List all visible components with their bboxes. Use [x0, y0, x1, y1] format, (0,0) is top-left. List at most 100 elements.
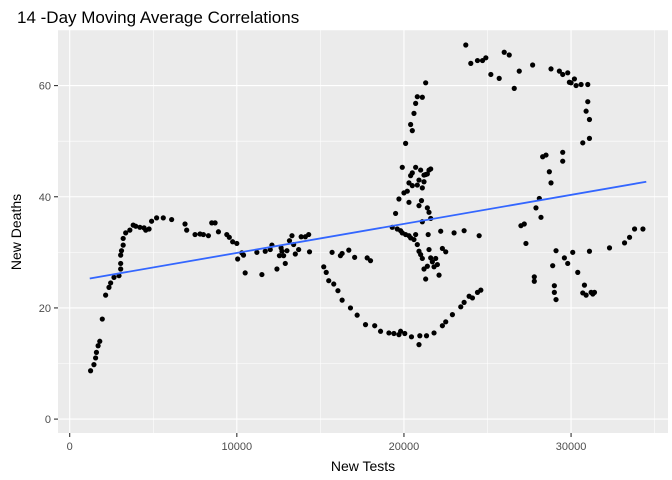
data-point — [571, 76, 578, 82]
data-point — [560, 149, 566, 155]
data-point — [416, 342, 422, 348]
data-point — [399, 164, 405, 170]
data-point — [451, 230, 457, 236]
data-point — [148, 218, 155, 224]
data-point — [409, 170, 415, 176]
data-point — [533, 205, 539, 211]
data-point — [184, 227, 190, 233]
data-point — [568, 80, 574, 86]
data-point — [530, 62, 536, 68]
data-point — [234, 240, 240, 247]
data-point — [561, 255, 567, 261]
data-point — [362, 322, 369, 328]
data-point — [583, 292, 589, 298]
data-point — [279, 248, 285, 254]
data-point — [511, 85, 517, 91]
y-tick-label: 60 — [39, 81, 51, 93]
data-point — [146, 226, 152, 232]
data-point — [581, 282, 588, 288]
data-point — [556, 68, 562, 74]
data-point — [531, 274, 537, 280]
data-point — [418, 251, 424, 258]
data-point — [392, 210, 399, 217]
data-point — [292, 251, 298, 257]
data-point — [433, 255, 439, 262]
data-point — [329, 249, 335, 255]
data-point — [423, 333, 430, 339]
data-point — [631, 226, 638, 232]
data-point — [416, 203, 422, 209]
data-point — [347, 305, 354, 311]
data-point — [538, 214, 544, 220]
data-point — [259, 271, 265, 278]
data-point — [321, 264, 327, 270]
data-point — [428, 166, 434, 172]
data-points — [87, 42, 646, 374]
data-point — [286, 238, 293, 244]
x-tick-label: 10000 — [222, 441, 253, 453]
data-point — [438, 228, 444, 234]
data-point — [205, 233, 212, 239]
data-point — [565, 260, 571, 267]
data-point — [506, 52, 512, 58]
data-point — [182, 221, 188, 227]
data-point — [192, 231, 198, 238]
data-point — [352, 254, 358, 260]
data-point — [419, 255, 425, 262]
data-point — [127, 227, 133, 233]
data-point — [421, 179, 427, 185]
data-point — [95, 343, 101, 349]
data-point — [443, 249, 449, 255]
data-point — [160, 215, 166, 221]
data-point — [419, 185, 425, 191]
data-point — [591, 289, 598, 295]
data-point — [565, 70, 571, 76]
data-point — [428, 255, 434, 261]
data-point — [548, 180, 554, 186]
data-point — [436, 272, 442, 278]
data-point — [476, 233, 482, 239]
data-point — [215, 229, 222, 235]
data-point — [402, 330, 408, 337]
data-point — [93, 355, 99, 361]
data-point — [425, 231, 431, 238]
data-point — [367, 258, 374, 264]
data-point — [242, 270, 248, 276]
data-point — [418, 167, 424, 173]
data-point — [200, 231, 206, 238]
data-point — [226, 234, 232, 240]
data-point — [306, 231, 312, 238]
data-point — [154, 215, 160, 221]
trend-line-group — [89, 180, 647, 280]
data-point — [118, 252, 124, 258]
data-point — [123, 230, 129, 236]
data-point — [478, 287, 484, 293]
data-point — [606, 245, 613, 251]
data-point — [346, 247, 352, 253]
data-point — [449, 312, 456, 318]
data-point — [461, 228, 467, 234]
data-point — [583, 108, 589, 114]
data-point — [469, 295, 476, 301]
data-point — [426, 246, 432, 253]
data-point — [443, 319, 449, 325]
data-point — [586, 248, 593, 254]
y-tick-label: 40 — [39, 192, 51, 204]
data-point — [377, 328, 384, 334]
data-point — [282, 260, 288, 267]
data-point — [424, 171, 430, 177]
x-tick-label: 20000 — [389, 441, 420, 453]
data-point — [411, 236, 417, 243]
data-point — [396, 196, 402, 202]
data-point — [99, 316, 105, 322]
data-point — [543, 152, 549, 158]
data-point — [137, 224, 143, 230]
data-point — [429, 259, 435, 265]
data-point — [548, 66, 554, 72]
data-point — [296, 246, 302, 253]
data-point — [120, 235, 126, 242]
y-tick-label: 0 — [45, 414, 51, 426]
data-point — [575, 269, 581, 275]
data-point — [108, 280, 114, 286]
